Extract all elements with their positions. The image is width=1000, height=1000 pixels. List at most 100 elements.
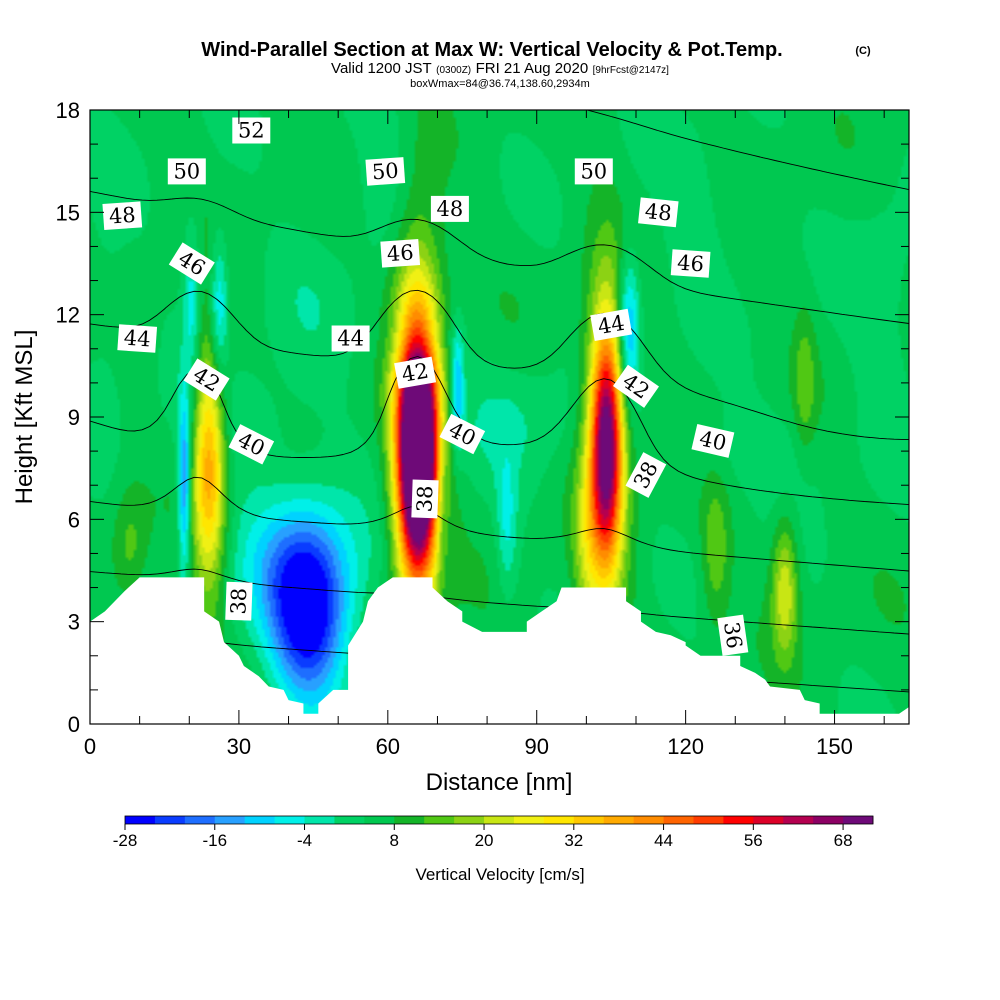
contour-label: 46 [380,239,421,268]
colorbar-swatch [484,816,515,824]
title-block: Wind-Parallel Section at Max W: Vertical… [201,39,871,90]
colorbar-swatch [214,816,246,824]
contour-label-box [670,249,711,278]
colorbar-swatch [274,816,305,824]
colorbar-swatch [394,816,425,824]
contour-label: 50 [574,158,613,185]
colorbar-tick-label: 20 [475,831,494,850]
contour-label-box [638,197,679,228]
y-tick-label: 6 [68,507,80,532]
y-tick-label: 3 [68,610,80,635]
contour-label-text: 48 [108,203,136,229]
isentrope-41 [90,190,909,324]
x-tick-label: 60 [376,734,400,759]
box-info: boxWmax=84@36.74,138.60,2934m [410,78,590,90]
contour-label-text: 52 [238,119,265,143]
contour-label-text: 36 [719,620,746,650]
contour-label-box [439,413,486,455]
x-tick-label: 0 [84,734,96,759]
contour-label: 44 [331,325,370,352]
colorbar-swatch [573,816,605,824]
y-axis-label: Height [Kft MSL] [11,330,38,505]
contour-label-box [331,325,370,352]
x-tick-label: 90 [524,734,548,759]
contour-label-text: 50 [580,159,607,183]
contour-label-text: 42 [400,359,430,387]
contour-label-text: 44 [337,327,364,351]
valid-date: FRI 21 Aug 2020 [476,60,589,77]
colorbar-tick-label: 68 [834,831,853,850]
contour-label-box [365,157,406,186]
contour-label: 44 [117,324,158,353]
contour-label-box [168,242,215,285]
contour-label-text: 38 [413,485,438,513]
contour-label: 42 [394,356,437,389]
contour-label: 40 [691,423,735,458]
colorbar-swatch [543,816,575,824]
contour-label-text: 38 [226,587,251,615]
colorbar-swatch [125,816,156,824]
contour-label: 38 [225,581,253,621]
utc-time: (0300Z) [436,65,471,76]
colorbar-swatch [454,816,485,824]
contour-label-box [183,358,230,401]
contour-label-box [228,424,275,465]
colorbar-swatch [813,816,844,824]
contour-label-text: 46 [386,240,414,266]
chart-subtitle: Valid 1200 JST (0300Z) FRI 21 Aug 2020 [… [331,60,669,77]
colorbar-tick-label: -28 [113,831,138,850]
y-tick-label: 0 [68,712,80,737]
colorbar-swatch [783,816,814,824]
forecast-info: [9hrFcst@2147z] [593,65,670,76]
colorbar-tick-label: -4 [297,831,312,850]
contour-label-box [225,581,253,621]
contour-label-box [691,423,735,458]
contour-label-box [612,364,660,408]
y-tick-label: 9 [68,405,80,430]
x-axis-label: Distance [nm] [426,769,573,796]
colorbar-frame [124,815,874,825]
y-tick-label: 15 [56,200,80,225]
colorbar-swatch [663,816,694,824]
contour-label: 50 [365,157,406,186]
contour-label-box [574,158,613,185]
colorbar-swatch [753,816,784,824]
contour-label-text: 46 [676,251,704,277]
contour-label-box [117,324,158,353]
contour-label-text: 50 [371,158,399,184]
contour-label: 46 [670,249,711,278]
colorbar-tick-label: 44 [654,831,673,850]
colorbar-swatch [424,816,455,824]
contour-label: 48 [638,197,679,228]
contour-label-box [167,158,206,185]
valid-time: Valid 1200 JST [331,60,432,77]
colorbar-swatch [244,816,275,824]
contour-label-text: 40 [697,426,728,455]
chart-title-mark: (C) [855,45,871,57]
contour-label-text: 50 [173,159,200,183]
contour-label: 52 [232,117,271,144]
colorbar-swatch [304,816,335,824]
contour-label: 48 [102,201,143,230]
y-tick-label: 18 [56,98,80,123]
colorbar-swatch [184,816,216,824]
chart-title: Wind-Parallel Section at Max W: Vertical… [201,39,782,61]
contour-label-box [394,356,437,389]
isentrope-42 [587,110,909,191]
colorbar: -28 -16 -4 8 20 32 44 56 68 [113,815,874,850]
colorbar-swatch [154,816,186,824]
contour-label-box [625,452,667,498]
colorbar-swatch [633,816,664,824]
contour-label-text: 48 [644,199,673,226]
colorbar-swatch [513,816,545,824]
contour-label-box [411,479,439,519]
x-tick-label: 150 [816,734,853,759]
contour-label-box [380,239,421,268]
terrain-mask [90,577,909,724]
contour-label: 44 [590,308,633,342]
colorbar-tick-label: 56 [744,831,763,850]
colorbar-tick-label: 32 [564,831,583,850]
contour-label-text: 48 [437,197,464,221]
